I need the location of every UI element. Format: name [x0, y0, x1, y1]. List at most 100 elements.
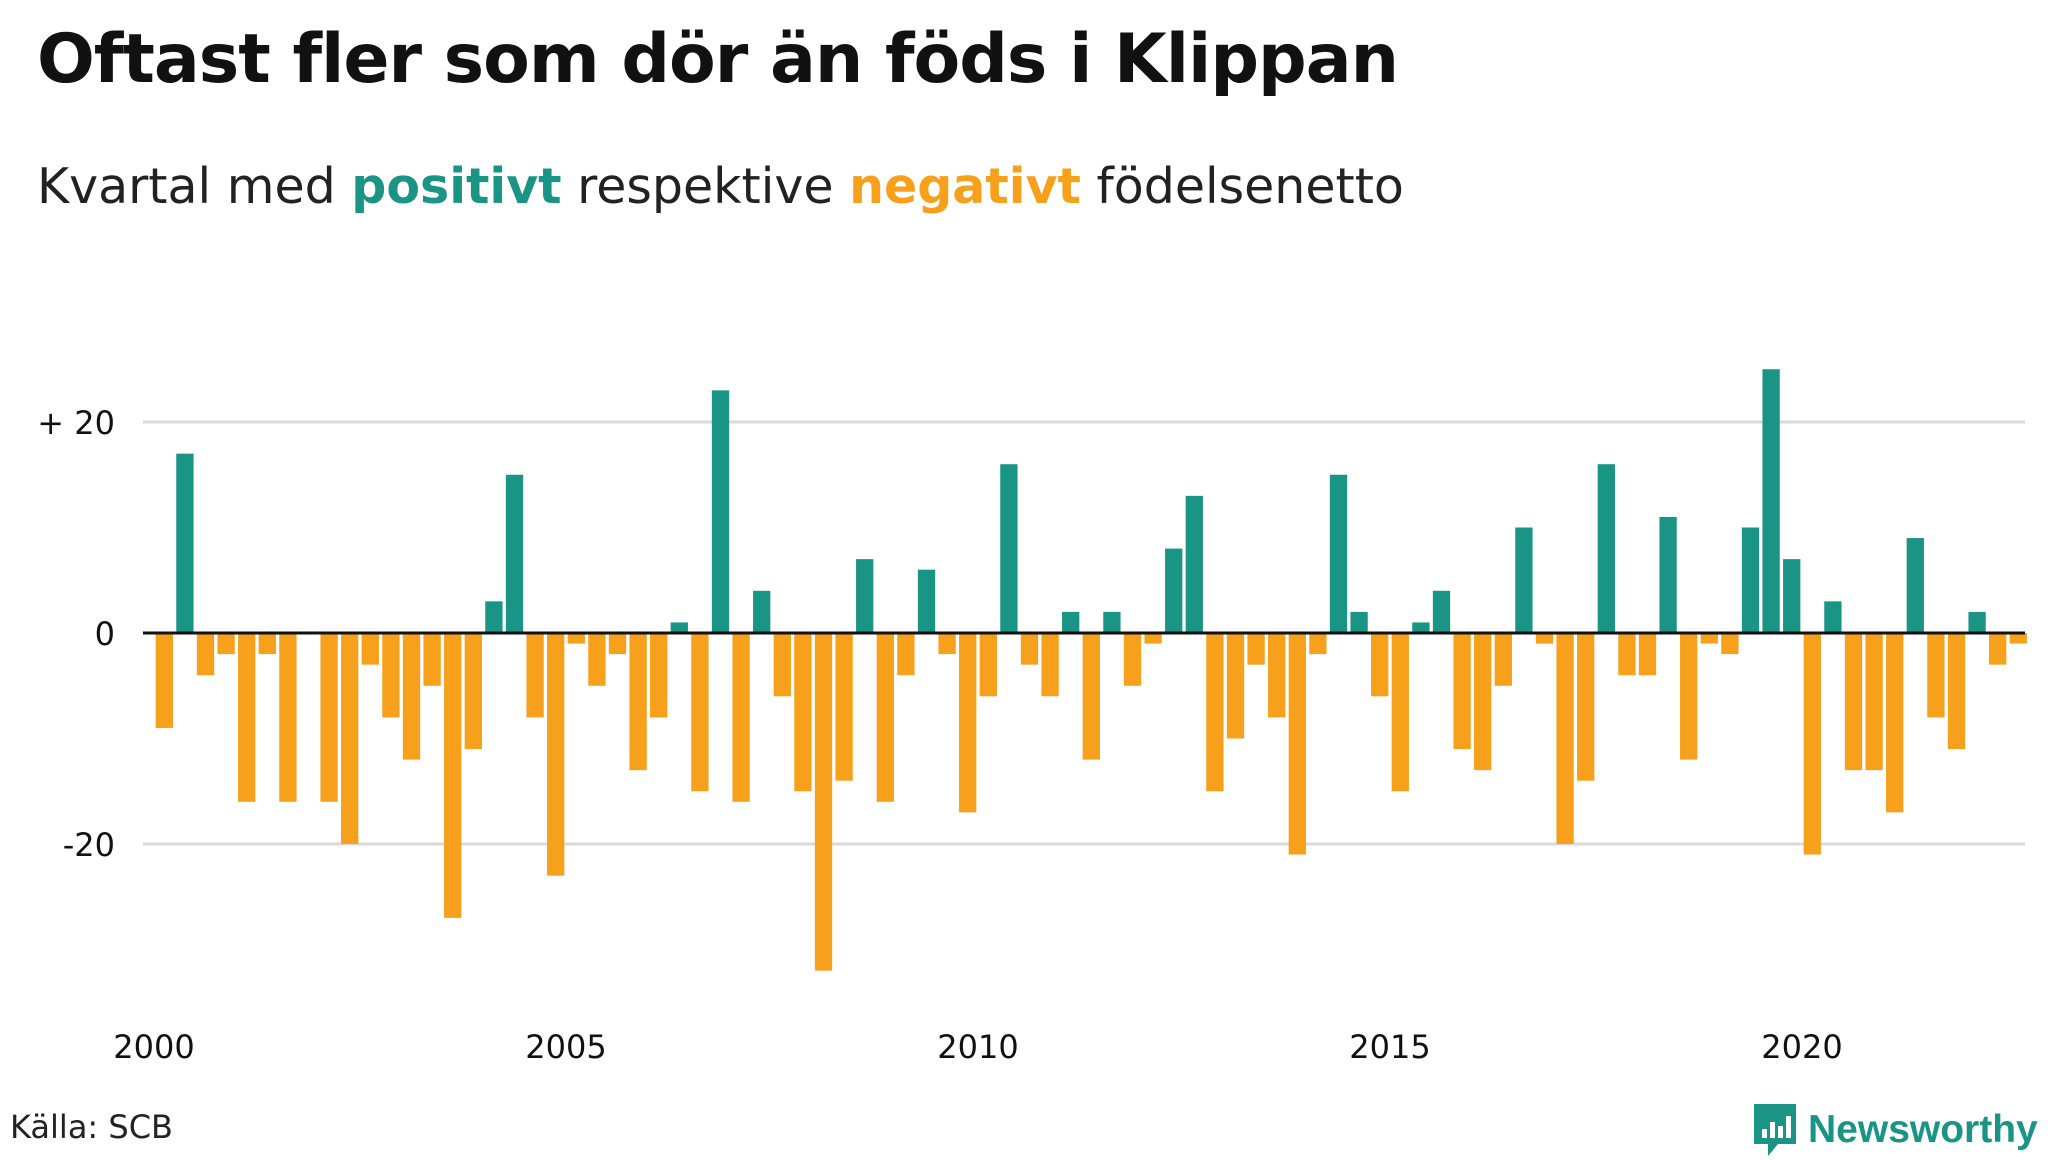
bar-negative — [238, 633, 256, 802]
brand-name: Newsworthy — [1808, 1108, 2038, 1151]
bar-negative — [1391, 633, 1409, 792]
bar-negative — [1494, 633, 1512, 686]
bar-positive — [176, 453, 194, 633]
bar-positive — [1515, 527, 1533, 633]
bar-negative — [567, 633, 585, 644]
bar-positive — [753, 590, 771, 633]
bar-positive — [1741, 527, 1760, 633]
bar-positive — [1906, 538, 1924, 633]
bar-negative — [1577, 633, 1595, 781]
bar-negative — [1371, 633, 1389, 697]
x-tick-label: 2005 — [525, 1028, 606, 1066]
source-note: Källa: SCB — [10, 1108, 173, 1146]
bar-negative — [1206, 633, 1224, 792]
y-tick-label: 0 — [95, 615, 115, 653]
bar-negative — [1803, 633, 1821, 855]
bar-negative — [547, 633, 565, 876]
bar-positive — [1350, 611, 1368, 633]
bar-negative — [979, 633, 997, 697]
bar-negative — [938, 633, 956, 655]
bar-positive — [1597, 464, 1615, 633]
subtitle-negative-word: negativt — [849, 158, 1081, 215]
bar-negative — [444, 633, 462, 918]
bar-positive — [917, 569, 936, 633]
bar-negative — [341, 633, 359, 844]
bar-chart-speech-bubble-icon — [1754, 1104, 1796, 1156]
bar-negative — [196, 633, 215, 676]
bar-positive — [670, 622, 688, 633]
bar-negative — [691, 633, 709, 792]
brand-logo: Newsworthy — [1752, 1100, 2038, 1160]
bar-positive — [485, 601, 503, 633]
bar-positive — [505, 474, 524, 633]
bar-negative — [258, 633, 276, 655]
bar-negative — [217, 633, 235, 655]
x-tick-label: 2000 — [113, 1028, 194, 1066]
x-tick-label: 2020 — [1761, 1028, 1842, 1066]
y-tick-label: -20 — [63, 826, 115, 864]
bar-negative — [1638, 633, 1657, 676]
bar-negative — [732, 633, 750, 802]
x-axis-tick-labels: 2000 2005 2010 2015 2020 — [113, 1028, 1842, 1066]
y-tick-label: + 20 — [37, 404, 115, 442]
bar-positive — [711, 390, 730, 633]
bar-negative — [1927, 633, 1945, 718]
bar-chart: + 20 0 -20 2000 2005 2010 2015 2020 — [37, 369, 2027, 1066]
bar-negative — [1041, 633, 1059, 697]
bar-negative — [1309, 633, 1327, 655]
bar-positive — [1185, 495, 1203, 633]
bar-negative — [2009, 633, 2027, 644]
bar-negative — [650, 633, 668, 718]
bar-positive — [1824, 601, 1842, 633]
bar-negative — [361, 633, 379, 665]
bar-negative — [1618, 633, 1636, 676]
subtitle-suffix: födelsenetto — [1080, 158, 1404, 215]
bar-negative — [588, 633, 606, 686]
bar-positive — [856, 559, 874, 633]
bar-negative — [279, 633, 297, 802]
bar-positive — [1329, 474, 1348, 633]
bar-negative — [423, 633, 441, 686]
bar-negative — [382, 633, 400, 718]
bar-negative — [1700, 633, 1718, 644]
bar-positive — [1412, 622, 1430, 633]
bar-negative — [464, 633, 482, 750]
bar-negative — [1886, 633, 1904, 813]
bar-negative — [1947, 633, 1966, 750]
bar-negative — [1144, 633, 1162, 644]
chart-subtitle: Kvartal med positivt respektive negativt… — [37, 158, 1404, 215]
bar-positive — [1783, 559, 1801, 633]
bar-positive — [1659, 516, 1677, 633]
subtitle-middle: respektive — [561, 158, 850, 215]
bar-negative — [1123, 633, 1142, 686]
bar-negative — [1865, 633, 1883, 771]
bar-negative — [773, 633, 791, 697]
bar-negative — [1226, 633, 1245, 739]
bar-negative — [1989, 633, 2007, 665]
bar-positive — [1062, 611, 1080, 633]
bar-negative — [835, 633, 853, 781]
bar-negative — [155, 633, 173, 728]
bar-negative — [1268, 633, 1286, 718]
bar-negative — [794, 633, 812, 792]
bar-negative — [814, 633, 833, 971]
bar-negative — [1844, 633, 1863, 771]
bar-negative — [526, 633, 544, 718]
bar-negative — [402, 633, 421, 760]
bar-positive — [1000, 464, 1018, 633]
bar-negative — [1082, 633, 1100, 760]
bar-negative — [959, 633, 977, 813]
subtitle-positive-word: positivt — [351, 158, 562, 215]
bar-negative — [1474, 633, 1492, 771]
bar-negative — [1020, 633, 1039, 665]
bar-positive — [1432, 590, 1451, 633]
y-axis-tick-labels: + 20 0 -20 — [37, 404, 115, 864]
bar-negative — [608, 633, 627, 655]
x-tick-label: 2015 — [1349, 1028, 1430, 1066]
chart-title: Oftast fler som dör än föds i Klippan — [37, 20, 1399, 99]
bar-negative — [1288, 633, 1306, 855]
bar-negative — [897, 633, 915, 676]
bar-negative — [320, 633, 338, 802]
subtitle-prefix: Kvartal med — [37, 158, 352, 215]
bar-positive — [1165, 548, 1183, 633]
